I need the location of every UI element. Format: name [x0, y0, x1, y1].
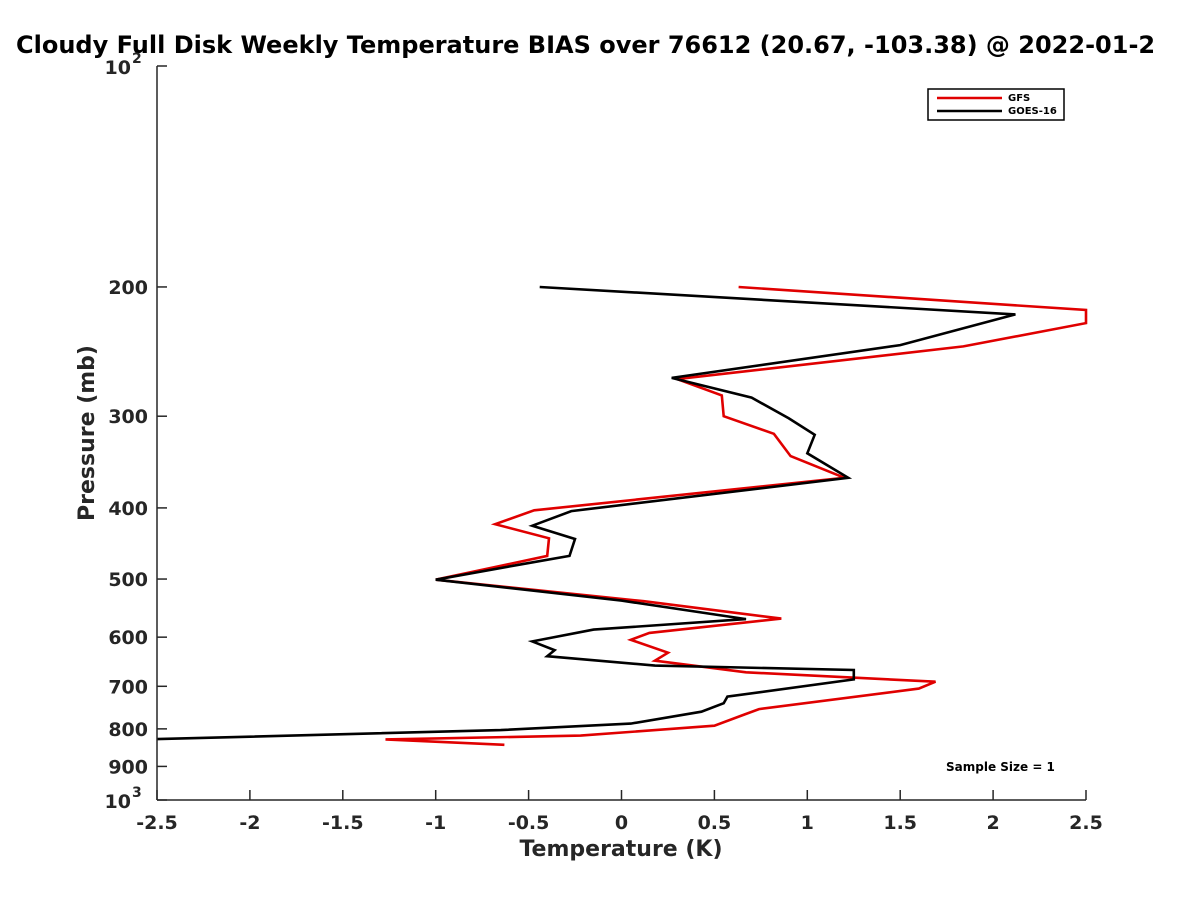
legend-label-gfs: GFS	[1008, 93, 1030, 104]
legend: GFS GOES-16	[927, 88, 1065, 121]
chart-title: Cloudy Full Disk Weekly Temperature BIAS…	[16, 31, 1156, 59]
x-tick-label: 1	[801, 812, 814, 834]
y-decade-label-base: 10	[105, 791, 131, 813]
x-tick-label: -1	[425, 812, 446, 834]
sample-size-annotation: Sample Size = 1	[946, 760, 1055, 774]
x-tick-label: -0.5	[508, 812, 550, 834]
y-tick-label: 200	[108, 277, 148, 299]
series-lines	[156, 285, 1088, 747]
x-tick-label: 0.5	[698, 812, 732, 834]
legend-box	[927, 88, 1065, 121]
x-tick-label: 2.5	[1069, 812, 1103, 834]
y-axis-label: Pressure (mb)	[75, 345, 100, 521]
x-tick-label: 1.5	[883, 812, 917, 834]
y-tick-label: 700	[108, 676, 148, 698]
x-tick-label: -2.5	[136, 812, 178, 834]
x-tick-label: -1.5	[322, 812, 364, 834]
y-tick-label: 400	[108, 498, 148, 520]
y-tick-label: 300	[108, 406, 148, 428]
legend-label-goes16: GOES-16	[1008, 106, 1057, 117]
series-line-goes16	[156, 285, 1016, 741]
y-decade-label-base: 10	[105, 57, 131, 79]
y-tick-label: 900	[108, 756, 148, 778]
series-line-gfs	[385, 285, 1088, 747]
y-tick-label: 600	[108, 627, 148, 649]
x-axis-label: Temperature (K)	[519, 837, 722, 862]
axes	[156, 66, 1086, 801]
y-decade-label-exponent: 3	[132, 785, 142, 801]
y-tick-label: 800	[108, 719, 148, 741]
y-decade-label-exponent: 2	[132, 51, 142, 67]
y-tick-label: 500	[108, 569, 148, 591]
x-tick-label: -2	[239, 812, 260, 834]
x-tick-label: 2	[986, 812, 999, 834]
x-tick-label: 0	[615, 812, 628, 834]
ticks: -2.5 -2 -1.5 -1 -0.5 0 0.5 1 1.5 2 2.5 200 300 400 500…	[105, 51, 1103, 834]
